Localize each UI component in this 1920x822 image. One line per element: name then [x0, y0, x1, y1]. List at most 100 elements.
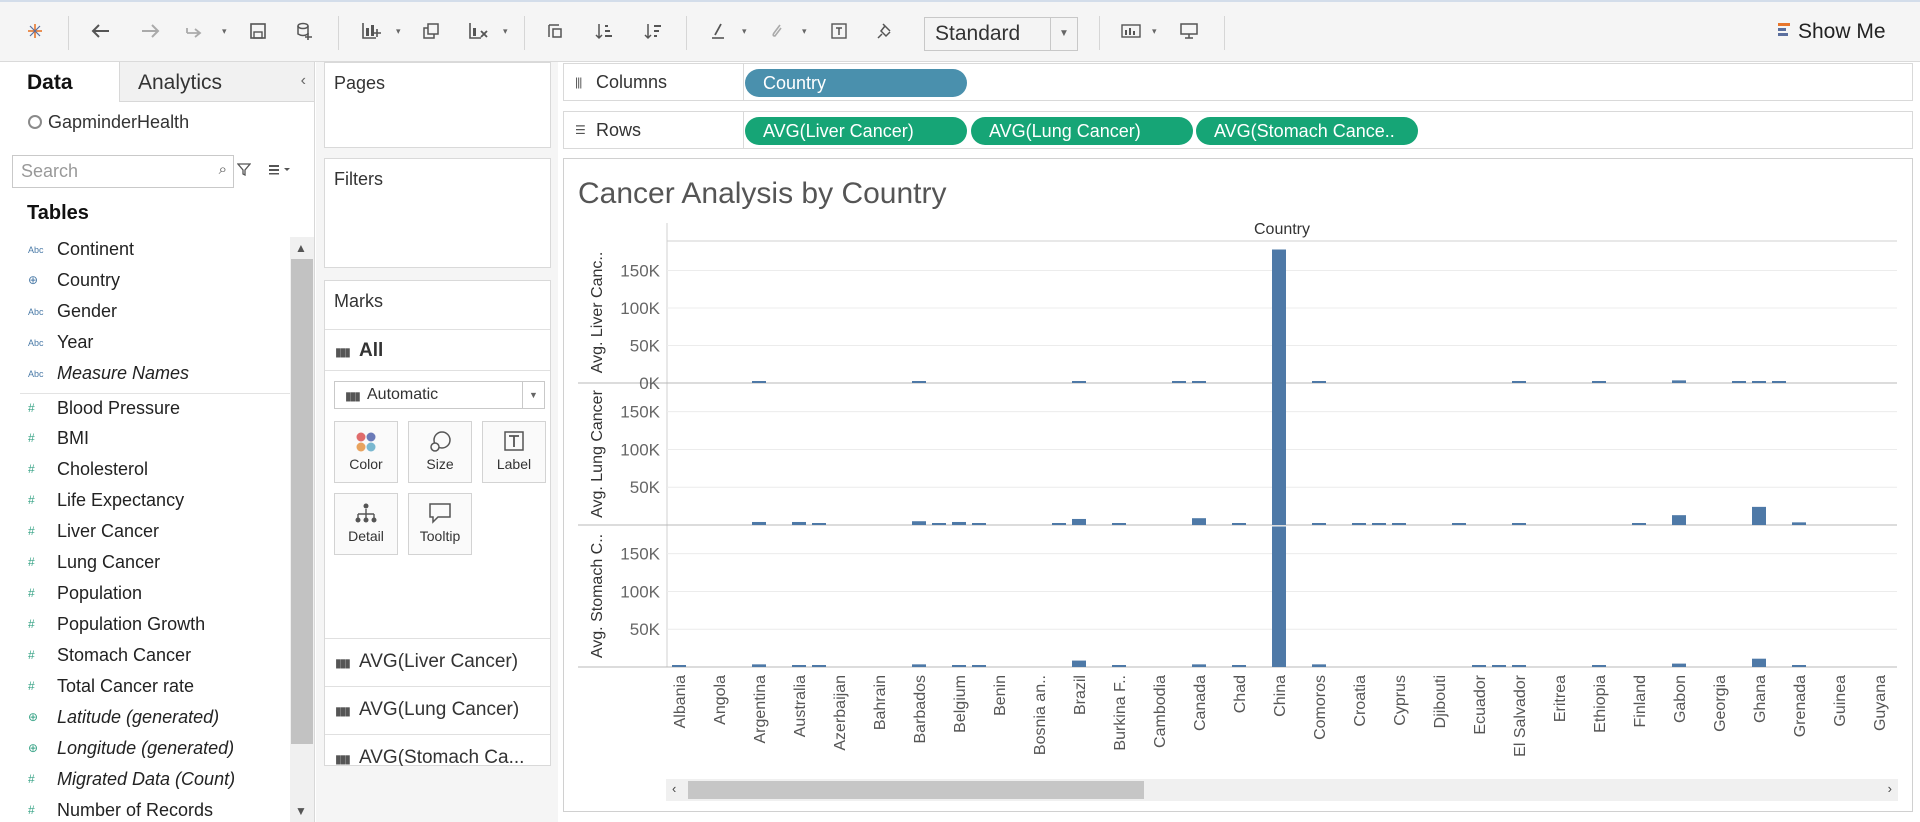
duplicate-sheet-icon[interactable] [416, 16, 446, 46]
field-label: Liver Cancer [57, 521, 160, 541]
field-item[interactable]: # Migrated Data (Count) [20, 765, 290, 796]
sort-ascending-icon[interactable] [589, 16, 619, 46]
mark-type-select[interactable]: ▮▮▮ Automatic ▼ [334, 381, 545, 409]
search-icon[interactable]: ⌕ [218, 161, 227, 178]
bar [752, 381, 766, 383]
chart-horizontal-scrollbar[interactable]: ‹ › [666, 779, 1898, 801]
filters-shelf[interactable]: Filters [324, 158, 551, 268]
field-label: Latitude (generated) [57, 707, 220, 727]
new-worksheet-icon[interactable] [356, 16, 386, 46]
rows-icon: ☰ [575, 123, 586, 137]
field-item[interactable]: Abc Measure Names [20, 359, 290, 390]
scroll-right-icon[interactable]: › [1887, 781, 1892, 796]
cards-pane: Pages Filters Marks ▮▮▮ All ▮▮▮ Automati… [316, 62, 558, 822]
swap-rows-columns-icon[interactable] [540, 16, 570, 46]
show-cards-dropdown-icon[interactable]: ▾ [1152, 26, 1157, 36]
bar [792, 665, 806, 667]
redo-icon[interactable] [135, 16, 165, 46]
field-item[interactable]: ⊕ Latitude (generated) [20, 703, 290, 734]
search-input[interactable]: Search ⌕ [12, 155, 234, 188]
replay-dropdown-icon[interactable]: ▾ [222, 26, 227, 36]
rows-pill-liver[interactable]: AVG(Liver Cancer) [745, 117, 967, 145]
marks-pill-liver[interactable]: ▮▮▮ AVG(Liver Cancer) [325, 638, 550, 685]
toolbar-separator [338, 16, 339, 50]
clear-sheet-icon[interactable] [463, 16, 493, 46]
detail-button[interactable]: Detail [334, 493, 398, 555]
field-label: Measure Names [57, 363, 190, 383]
x-category-label: Georgia [1712, 675, 1729, 732]
collapse-pane-icon[interactable]: ‹ [300, 72, 306, 89]
field-item[interactable]: # Population Growth [20, 610, 290, 641]
filter-fields-icon[interactable] [236, 162, 252, 179]
view-options-icon[interactable] [268, 162, 292, 179]
presentation-icon[interactable] [1174, 16, 1204, 46]
color-button[interactable]: Color [334, 421, 398, 483]
field-label: Cholesterol [57, 459, 149, 479]
rows-pill-lung[interactable]: AVG(Lung Cancer) [971, 117, 1193, 145]
sort-descending-icon[interactable] [638, 16, 668, 46]
viz-title: Cancer Analysis by Country [578, 177, 947, 210]
view-fit-select[interactable]: Standard ▼ [924, 17, 1078, 51]
y-tick-label: 0K [639, 374, 660, 393]
columns-shelf[interactable]: ||| Columns Country [563, 63, 1913, 101]
bar [1672, 380, 1686, 383]
rows-pill-stomach[interactable]: AVG(Stomach Cance.. [1196, 117, 1418, 145]
rows-shelf[interactable]: ☰ Rows AVG(Liver Cancer) AVG(Lung Cancer… [563, 111, 1913, 149]
text-label-icon[interactable] [824, 16, 854, 46]
group-members-icon[interactable] [762, 16, 792, 46]
marks-all-tab[interactable]: ▮▮▮ All [325, 329, 550, 371]
field-item[interactable]: # Stomach Cancer [20, 641, 290, 672]
geo-type-icon: ⊕ [28, 710, 39, 724]
new-worksheet-dropdown-icon[interactable]: ▾ [396, 26, 401, 36]
field-item[interactable]: # Liver Cancer [20, 517, 290, 548]
highlight-icon[interactable] [704, 16, 734, 46]
scroll-down-icon[interactable]: ▼ [295, 804, 307, 818]
field-item[interactable]: # BMI [20, 424, 290, 455]
scrollbar-thumb[interactable] [291, 259, 313, 744]
field-item[interactable]: Abc Gender [20, 297, 290, 328]
field-item[interactable]: # Total Cancer rate [20, 672, 290, 703]
show-cards-icon[interactable] [1116, 16, 1146, 46]
tab-data[interactable]: Data [0, 62, 120, 102]
field-item[interactable]: # Cholesterol [20, 455, 290, 486]
columns-pill-country[interactable]: Country [745, 69, 967, 97]
tooltip-button[interactable]: Tooltip [408, 493, 472, 555]
field-item[interactable]: Abc Year [20, 328, 290, 359]
pages-shelf[interactable]: Pages [324, 62, 551, 148]
field-item[interactable]: # Life Expectancy [20, 486, 290, 517]
scrollbar-thumb[interactable] [688, 781, 1144, 799]
label-button[interactable]: Label [482, 421, 546, 483]
save-icon[interactable] [243, 16, 273, 46]
number-type-icon: # [28, 431, 35, 445]
group-dropdown-icon[interactable]: ▾ [802, 26, 807, 36]
data-pane-scrollbar[interactable]: ▲ ▼ [290, 237, 314, 822]
tableau-logo-icon[interactable] [20, 16, 50, 46]
x-category-label: Barbados [912, 675, 929, 744]
field-item[interactable]: ⊕ Country [20, 266, 290, 297]
marks-pill-lung[interactable]: ▮▮▮ AVG(Lung Cancer) [325, 686, 550, 733]
undo-icon[interactable] [86, 16, 116, 46]
field-item[interactable]: # Population [20, 579, 290, 610]
scroll-left-icon[interactable]: ‹ [672, 781, 677, 796]
pin-icon[interactable] [870, 16, 900, 46]
field-item[interactable]: # Number of Records [20, 796, 290, 822]
field-label: BMI [57, 428, 90, 448]
bar [932, 523, 946, 525]
chevron-down-icon[interactable]: ▼ [1050, 18, 1077, 50]
field-item[interactable]: Abc Continent [20, 235, 290, 266]
scroll-up-icon[interactable]: ▲ [295, 241, 307, 255]
field-item[interactable]: # Blood Pressure [20, 393, 290, 424]
datasource-item[interactable]: GapminderHealth [28, 112, 189, 133]
clear-dropdown-icon[interactable]: ▾ [503, 26, 508, 36]
chevron-down-icon[interactable]: ▼ [522, 382, 544, 408]
field-item[interactable]: ⊕ Longitude (generated) [20, 734, 290, 765]
marks-pill-stomach[interactable]: ▮▮▮ AVG(Stomach Ca... [325, 734, 550, 766]
tab-analytics[interactable]: Analytics ‹ [120, 62, 314, 102]
field-item[interactable]: # Lung Cancer [20, 548, 290, 579]
replay-icon[interactable] [180, 16, 210, 46]
bar-chart-icon: ▮▮▮ [335, 656, 351, 670]
size-button[interactable]: Size [408, 421, 472, 483]
highlight-dropdown-icon[interactable]: ▾ [742, 26, 747, 36]
show-me-button[interactable]: Show Me [1778, 20, 1886, 44]
new-datasource-icon[interactable] [290, 16, 320, 46]
